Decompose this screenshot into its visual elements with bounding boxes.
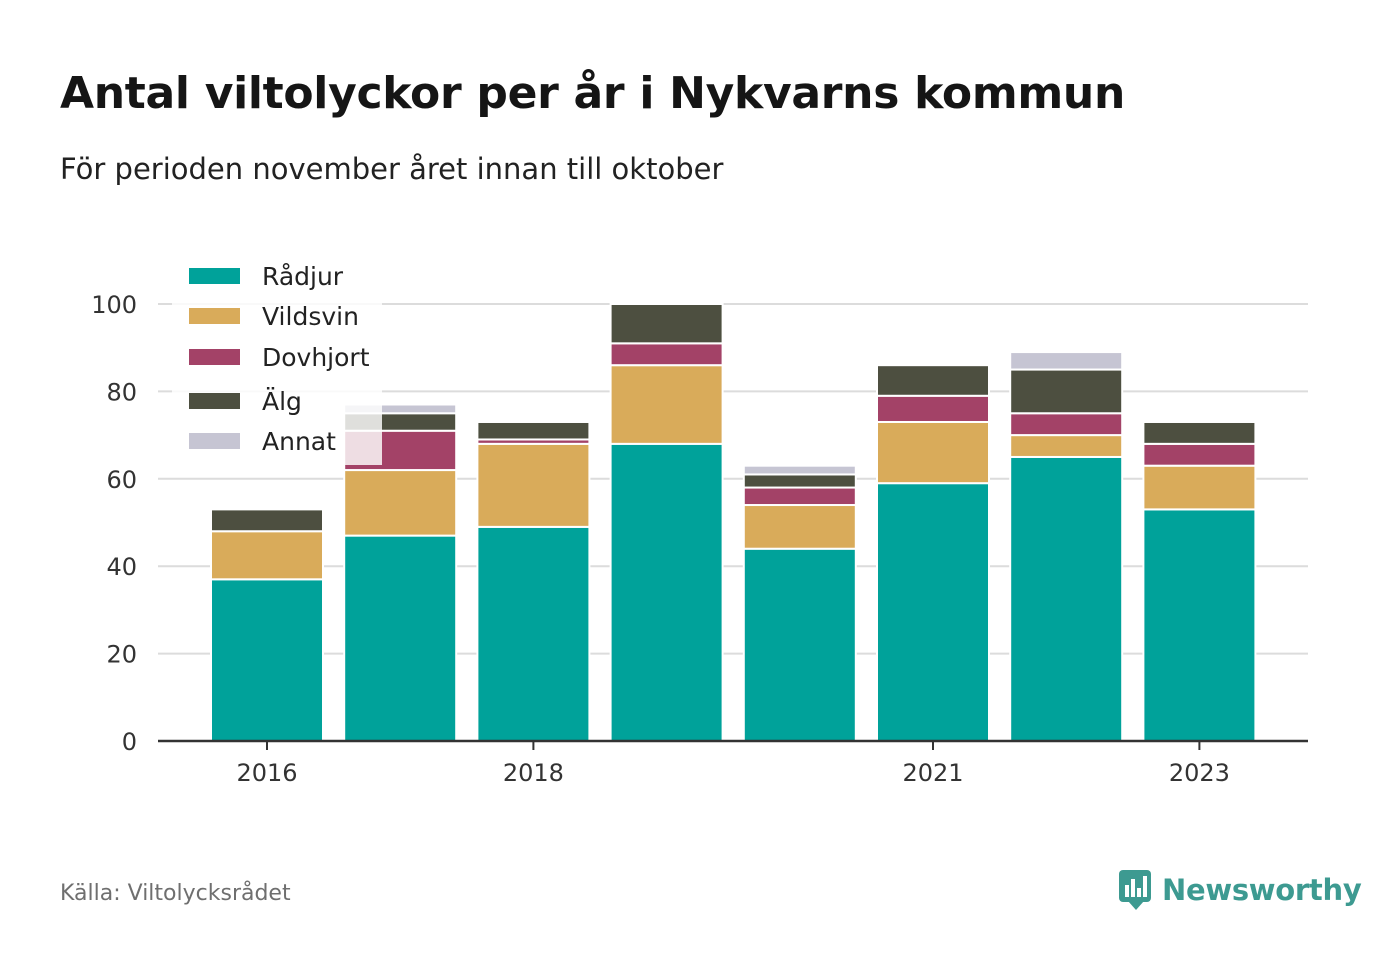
bar-segment <box>210 508 324 533</box>
bar-segment <box>1009 412 1124 437</box>
x-tick-label: 2016 <box>236 759 297 787</box>
bar-segment <box>1009 368 1124 415</box>
bar-segment <box>1142 420 1257 445</box>
bar-segment <box>609 364 724 445</box>
bar-segment <box>476 420 591 441</box>
bar-segment <box>1009 455 1124 742</box>
y-tick-label: 80 <box>106 378 137 406</box>
legend-swatch <box>189 308 240 324</box>
y-tick-label: 20 <box>106 641 137 669</box>
bar-segment <box>1142 464 1257 511</box>
bar-segment <box>343 469 458 537</box>
bar-segment <box>876 482 990 742</box>
legend-swatch <box>189 393 240 409</box>
bar-segment <box>210 530 324 581</box>
y-tick-label: 100 <box>91 291 137 319</box>
bar-segment <box>742 547 857 742</box>
legend-label: Annat <box>262 427 336 456</box>
bar-segment <box>609 442 724 742</box>
source-note: Källa: Viltolycksrådet <box>60 881 291 906</box>
legend-swatch <box>189 268 240 284</box>
brand-name: Newsworthy <box>1162 873 1362 907</box>
bar-segment <box>1142 442 1257 467</box>
x-tick-label: 2023 <box>1169 759 1230 787</box>
x-tick-label: 2018 <box>503 759 564 787</box>
legend-swatch <box>189 433 240 449</box>
bar-segment <box>742 473 857 489</box>
bar-segment <box>609 303 724 345</box>
bar-segment <box>742 486 857 507</box>
bar-segment <box>343 534 458 742</box>
bar-segment <box>476 525 591 742</box>
legend-swatch <box>189 349 240 365</box>
y-tick-label: 60 <box>106 466 137 494</box>
bar-segment <box>210 578 324 742</box>
y-tick-label: 0 <box>122 728 137 756</box>
bar-segment <box>1142 508 1257 743</box>
newsworthy-logo-icon <box>1119 870 1151 910</box>
chart-title: Antal viltolyckor per år i Nykvarns komm… <box>60 68 1125 119</box>
bar-segment <box>1009 434 1124 458</box>
bar-segment <box>742 504 857 550</box>
legend-label: Dovhjort <box>262 343 370 372</box>
legend-label: Vildsvin <box>262 302 359 331</box>
bar-segment <box>742 464 857 476</box>
bar-segment <box>876 420 990 485</box>
bar-segment <box>476 442 591 528</box>
bar-segment <box>609 342 724 367</box>
bar-segment <box>876 364 990 397</box>
bar-segment <box>876 394 990 423</box>
y-tick-label: 40 <box>106 553 137 581</box>
chart-subtitle: För perioden november året innan till ok… <box>60 152 724 186</box>
bar-segment <box>1009 351 1124 371</box>
legend-label: Rådjur <box>262 262 344 291</box>
newsworthy-logo: Newsworthy <box>1118 868 1362 912</box>
x-tick-label: 2021 <box>902 759 963 787</box>
legend-label: Älg <box>262 387 302 416</box>
